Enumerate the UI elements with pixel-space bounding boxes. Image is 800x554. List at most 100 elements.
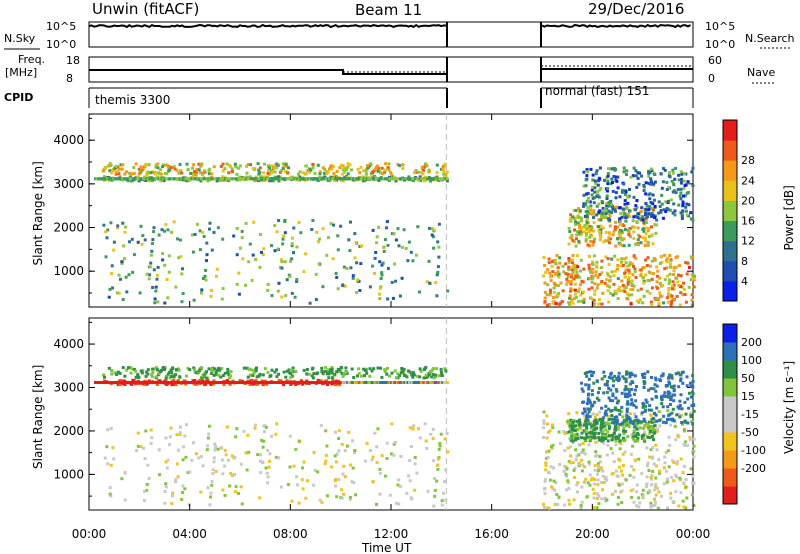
echo-cell <box>620 260 623 264</box>
echo-cell <box>647 212 651 216</box>
echo-cell <box>353 449 357 452</box>
echo-cell <box>559 301 563 305</box>
echo-cell <box>282 162 285 166</box>
echo-cell <box>304 496 308 500</box>
echo-cell <box>401 163 405 167</box>
echo-cell <box>588 422 592 426</box>
echo-cell <box>142 446 146 450</box>
echo-cell <box>691 218 695 222</box>
echo-cell <box>290 175 294 179</box>
echo-cell <box>139 369 143 373</box>
echo-cell <box>635 220 639 224</box>
echo-cell <box>201 464 205 468</box>
echo-cell <box>281 237 285 241</box>
echo-cell <box>587 287 591 291</box>
echo-cell <box>679 373 683 377</box>
echo-cell <box>265 471 269 475</box>
echo-cell <box>327 236 330 240</box>
echo-cell <box>627 212 631 216</box>
echo-cell <box>683 293 687 296</box>
echo-cell <box>568 445 572 449</box>
cpid-left: themis 3300 <box>95 93 170 107</box>
echo-cell <box>606 289 610 293</box>
echo-cell <box>691 183 695 187</box>
echo-cell <box>674 191 678 195</box>
echo-cell <box>425 164 429 168</box>
echo-cell <box>587 263 591 267</box>
echo-cell <box>575 411 579 415</box>
echo-cell <box>576 490 579 494</box>
echo-cell <box>655 419 659 423</box>
echo-cell <box>590 188 594 192</box>
echo-cell <box>623 212 627 216</box>
echo-cell <box>335 370 339 374</box>
echo-cell <box>662 482 666 486</box>
echo-cell <box>551 423 554 427</box>
echo-cell <box>104 166 107 170</box>
echo-cell <box>600 280 604 283</box>
echo-cell <box>229 164 232 168</box>
echo-cell <box>687 406 691 410</box>
echo-cell <box>368 374 372 378</box>
echo-cell <box>692 403 695 407</box>
echo-cell <box>419 369 423 373</box>
echo-cell <box>551 426 555 429</box>
echo-cell <box>554 271 558 275</box>
echo-cell <box>564 272 568 276</box>
echo-cell <box>546 506 550 510</box>
echo-cell <box>163 263 167 267</box>
echo-cell <box>679 211 683 215</box>
echo-cell <box>630 293 633 297</box>
echo-cell <box>135 449 139 453</box>
echo-cell <box>654 394 658 398</box>
echo-cell <box>576 214 580 218</box>
echo-cell <box>685 375 689 379</box>
echo-cell <box>653 503 657 507</box>
echo-cell <box>625 410 629 414</box>
echo-cell <box>572 217 576 220</box>
echo-cell <box>652 214 656 218</box>
echo-cell <box>237 292 241 296</box>
echo-cell <box>623 257 627 261</box>
echo-cell <box>551 296 555 299</box>
echo-cell <box>597 176 601 180</box>
echo-cell <box>104 255 108 259</box>
echo-cell <box>625 213 629 217</box>
echo-cell <box>598 230 602 234</box>
echo-cell <box>662 167 665 170</box>
echo-cell <box>342 170 346 174</box>
echo-cell <box>421 172 425 176</box>
echo-cell <box>650 420 654 424</box>
echo-cell <box>688 381 692 385</box>
echo-cell <box>625 407 629 411</box>
echo-cell <box>653 500 657 504</box>
echo-cell <box>127 171 131 175</box>
echo-cell <box>567 498 571 502</box>
echo-cell <box>435 171 439 175</box>
echo-cell <box>367 177 371 181</box>
echo-cell <box>212 456 216 460</box>
echo-cell <box>608 275 612 279</box>
echo-cell <box>582 407 586 411</box>
echo-cell <box>607 209 611 213</box>
colorbar-segment <box>723 220 737 242</box>
echo-cell <box>324 429 328 433</box>
echo-cell <box>678 415 682 419</box>
echo-cell <box>567 268 571 271</box>
echo-cell <box>383 370 387 373</box>
echo-cell <box>563 449 567 452</box>
echo-cell <box>378 286 382 290</box>
echo-cell <box>123 382 127 386</box>
cpid-strip: CPID themis 3300 normal (fast) 151 <box>4 84 694 108</box>
echo-cell <box>617 465 621 469</box>
echo-cell <box>692 444 696 448</box>
echo-cell <box>256 453 260 456</box>
echo-cell <box>200 162 204 166</box>
echo-cell <box>672 399 676 403</box>
echo-cell <box>571 254 575 257</box>
echo-cell <box>626 282 630 286</box>
echo-cell <box>398 164 401 168</box>
echo-cell <box>597 195 601 199</box>
echo-cell <box>245 175 249 179</box>
echo-cell <box>643 439 646 443</box>
